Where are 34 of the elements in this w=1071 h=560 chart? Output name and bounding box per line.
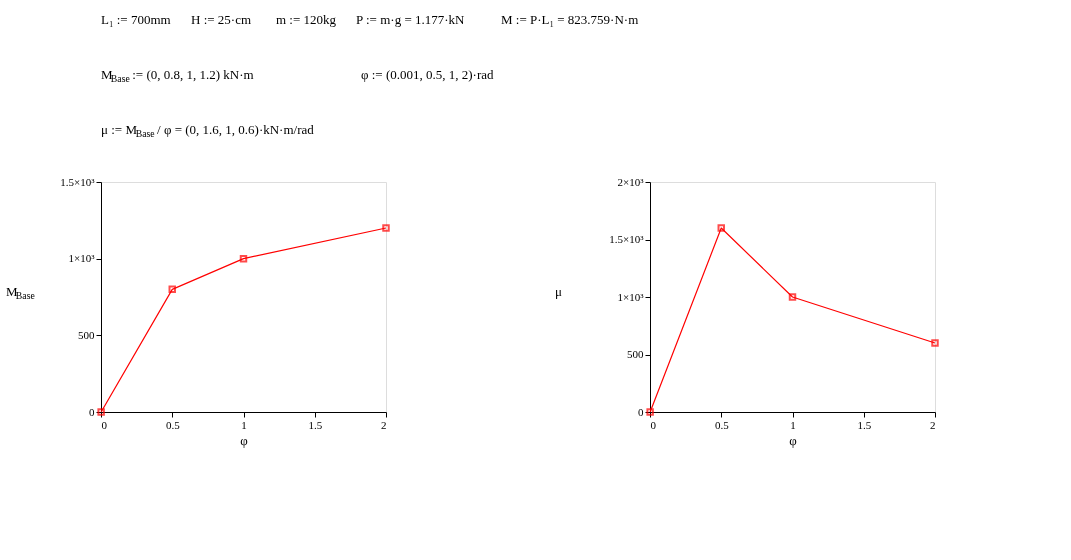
y-tick-label: 1×10³ [617, 290, 645, 303]
text: P := m·g = 1.177·kN [356, 12, 466, 27]
x-tick-label: 1 [241, 418, 247, 431]
point [788, 293, 797, 301]
x-tick-label: 0 [650, 418, 657, 431]
y-tick-label: 0 [638, 405, 644, 418]
y-tick-label: 1×10³ [68, 252, 96, 265]
text: m := 120kg [276, 12, 337, 27]
x-axis-title: φ [789, 432, 797, 448]
text: M := P·L₁ = 823.759·N·m [501, 12, 639, 27]
text: φ := (0.001, 0.5, 1, 2)·rad [361, 67, 495, 82]
x-tick-label: 0.5 [165, 418, 181, 431]
point [931, 339, 939, 347]
x-tick-label: 0 [101, 418, 108, 431]
y-tick-label: 0 [89, 405, 95, 418]
y-axis-title: μ [555, 284, 562, 299]
x-tick-label: 2 [381, 418, 387, 431]
x-tick-label: 1 [790, 418, 796, 431]
x-tick-label: 2 [930, 418, 936, 431]
point [239, 254, 248, 263]
text: H := 25·cm [191, 12, 252, 27]
y-tick-label: 2×10³ [617, 175, 645, 188]
y-tick-label: 1.5×10³ [609, 233, 645, 245]
x-tick-label: 1.5 [308, 418, 323, 431]
x-axis-title: φ [240, 432, 248, 448]
y-tick-label: 1.5×10³ [60, 175, 96, 188]
text: L₁ := 700mm [101, 12, 171, 27]
point [168, 285, 176, 294]
point [382, 224, 390, 232]
y-tick-label: 500 [627, 348, 644, 360]
x-tick-label: 1.5 [857, 418, 872, 431]
point [717, 224, 725, 232]
y-tick-label: 500 [78, 328, 95, 341]
x-tick-label: 0.5 [714, 418, 730, 431]
